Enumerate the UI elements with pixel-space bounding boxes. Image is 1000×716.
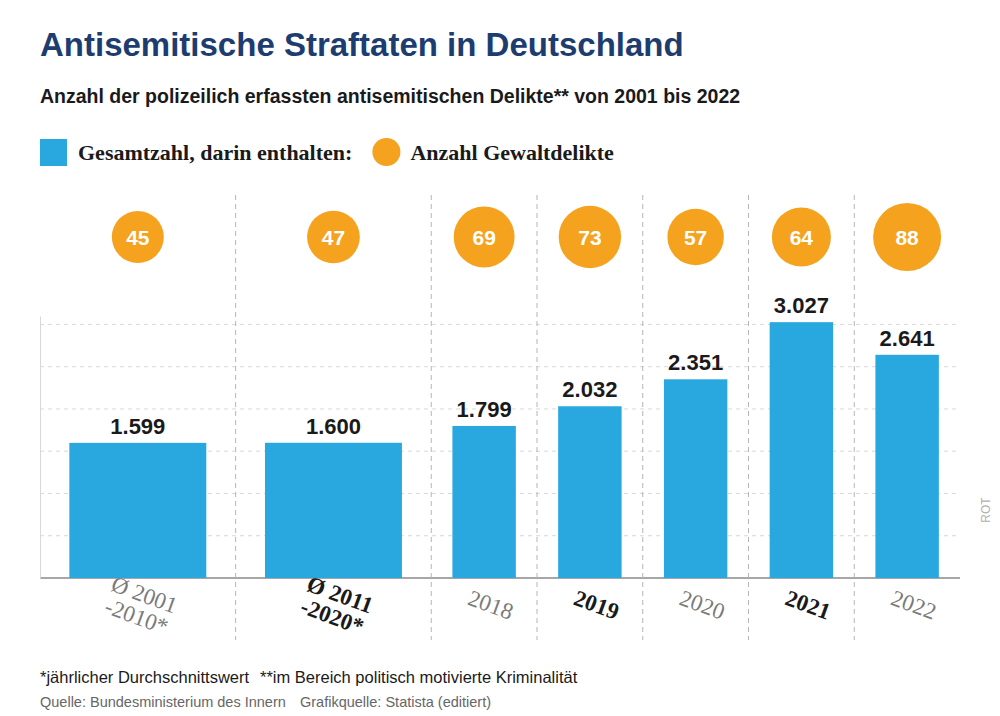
divider: [642, 195, 643, 640]
x-tick: 2018: [465, 585, 517, 624]
data-label: 45: [126, 226, 150, 249]
circles: [112, 203, 941, 271]
footnote: Quelle: Bundesministerium des Innern: [40, 694, 286, 710]
data-label: 73: [578, 226, 601, 249]
dot: [454, 207, 515, 268]
bar: [558, 406, 621, 578]
data-label: 47: [322, 226, 345, 249]
legend-label: Gesamtzahl, darin enthalten:: [78, 140, 352, 165]
bar: [69, 443, 206, 578]
data-label: 88: [895, 226, 919, 249]
circle-labels: 45 47 69 73 57 64 88: [126, 226, 919, 249]
bar: [265, 443, 402, 578]
x-tick: Ø 2011-2020*: [296, 572, 377, 640]
x-tick-label: 2022: [888, 585, 940, 624]
legend-swatch: [40, 139, 67, 166]
footnote: Grafikquelle: Statista (editiert): [300, 694, 491, 710]
data-label: 64: [790, 226, 814, 249]
data-label: 1.600: [306, 414, 361, 439]
data-label: 2.032: [562, 377, 617, 402]
legend-swatch: [372, 138, 400, 166]
y-axis: [40, 317, 41, 579]
x-tick-label: 2020: [676, 585, 728, 624]
annotations: *jährlicher Durchschnittswert **im Bereic…: [40, 497, 993, 710]
dot: [772, 207, 831, 266]
dot: [307, 211, 360, 264]
x-tick-label: 2021: [782, 585, 834, 624]
divider: [854, 195, 855, 640]
divider: [748, 195, 749, 640]
bar: [770, 322, 833, 578]
x-tick: 2022: [888, 585, 940, 624]
x-tick: Ø 2001-2010*: [100, 572, 181, 640]
dividers: [236, 195, 855, 640]
data-label: 69: [472, 226, 495, 249]
y-axis-line: [40, 317, 41, 579]
x-tick-label: 2019: [571, 585, 623, 624]
footnote: *jährlicher Durchschnittswert: [40, 668, 249, 686]
dot: [873, 203, 941, 271]
data-label: 3.027: [774, 293, 829, 318]
data-label: 1.599: [110, 414, 165, 439]
x-tick: 2020: [676, 585, 728, 624]
bar: [664, 379, 727, 578]
data-label: 2.351: [668, 350, 723, 375]
bar: [875, 355, 938, 578]
title: Antisemitische Straftaten in Deutschland: [40, 26, 684, 63]
dot: [559, 206, 621, 268]
x-tick-label: Ø 2001-2010*: [100, 572, 181, 640]
divider: [235, 195, 236, 640]
data-labels: 1.599 1.600 1.799 2.032 2.351 3.027 2.641: [110, 293, 934, 439]
x-tick-label: 2018: [465, 585, 517, 624]
divider: [431, 195, 432, 640]
credit: ROT: [979, 497, 993, 523]
data-label: 2.641: [880, 326, 935, 351]
dot: [667, 209, 723, 265]
x-tick: 2021: [782, 585, 834, 624]
chart: Antisemitische Straftaten in Deutschland…: [0, 0, 1000, 716]
bar: [452, 426, 515, 578]
footnote: **im Bereich politisch motivierte Krimin…: [260, 668, 578, 686]
divider: [537, 195, 538, 640]
legend-label: Anzahl Gewaltdelikte: [410, 140, 614, 165]
data-label: 57: [684, 226, 707, 249]
x-axis: Ø 2001-2010* Ø 2011-2020* 2018 2019 2020 2021…: [100, 572, 939, 640]
dot: [112, 211, 164, 263]
legend: Gesamtzahl, darin enthalten: Anzahl Gewal…: [40, 138, 614, 166]
bars: [69, 322, 939, 578]
subtitle: Anzahl der polizeilich erfassten antisem…: [40, 85, 740, 107]
x-tick-label: Ø 2011-2020*: [296, 572, 377, 640]
x-tick: 2019: [571, 585, 623, 624]
data-label: 1.799: [457, 397, 512, 422]
